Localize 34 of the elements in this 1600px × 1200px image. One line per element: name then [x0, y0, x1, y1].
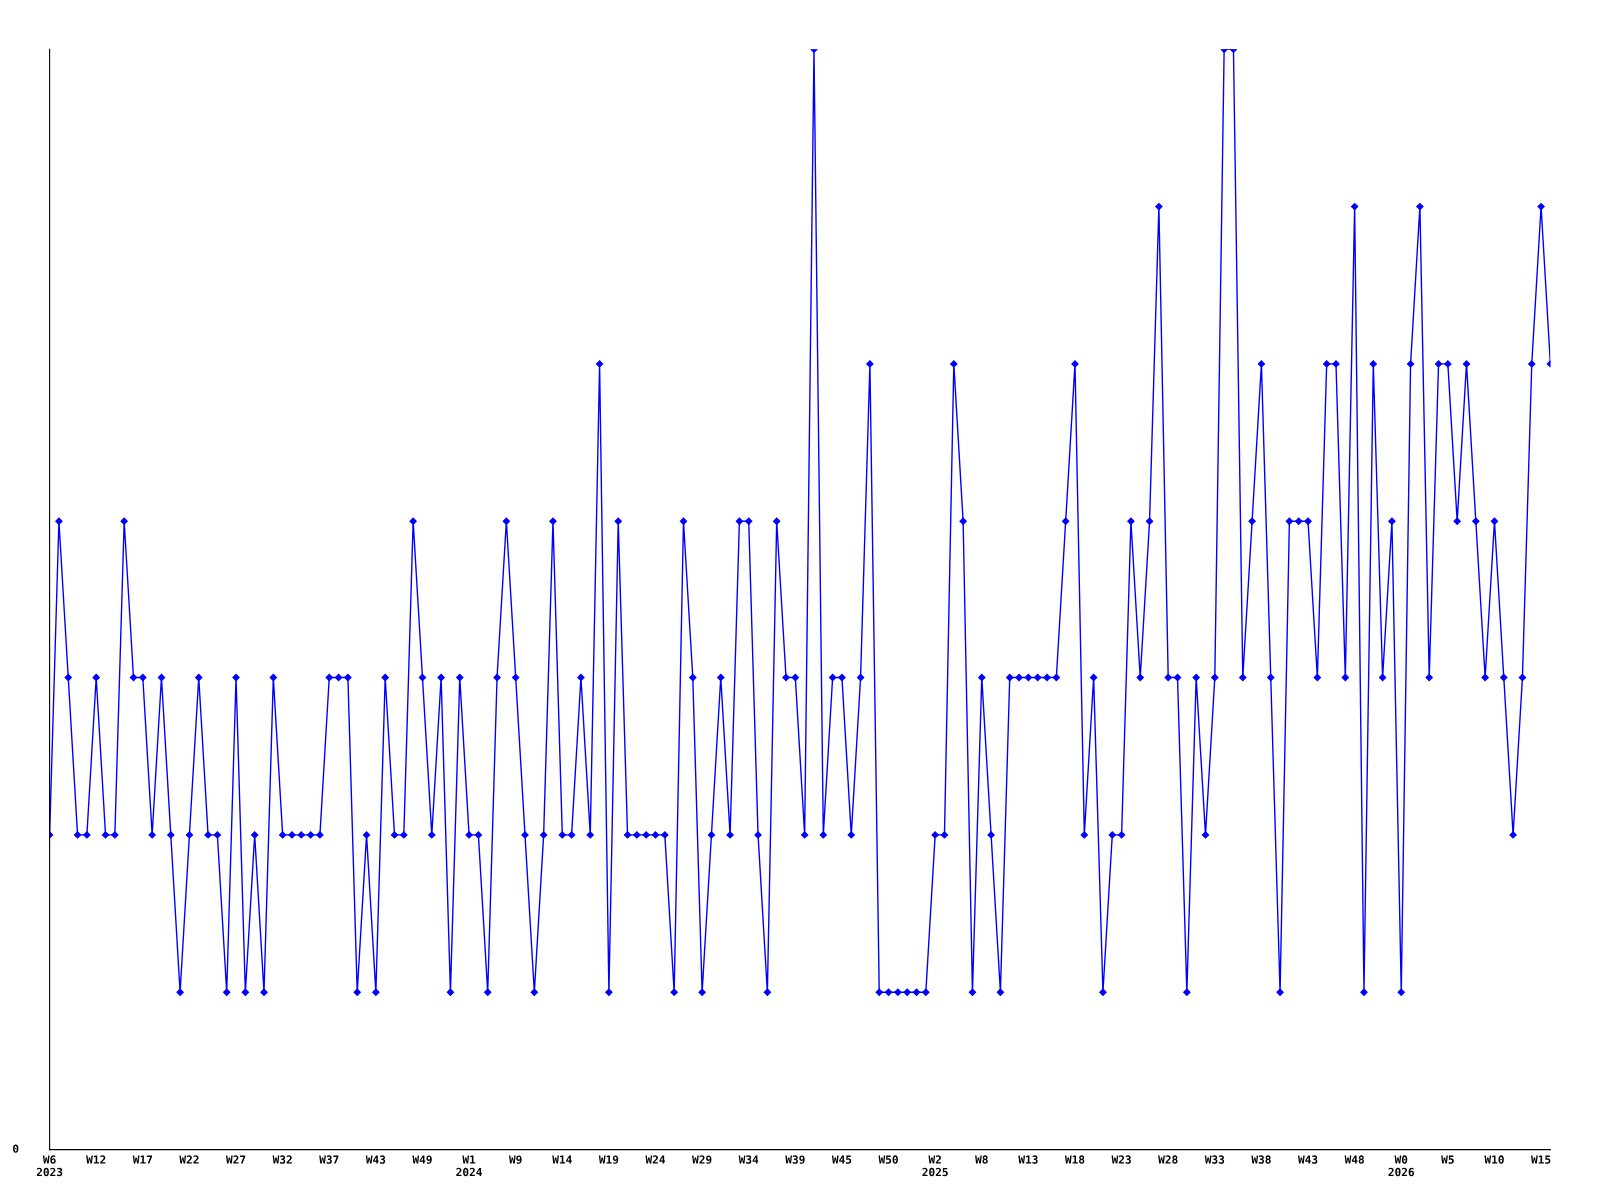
x-tick-label: W14	[552, 1155, 572, 1164]
x-tick-label: W9	[509, 1155, 522, 1164]
x-tick-label: W17	[132, 1155, 153, 1164]
x-tick-label: W19	[598, 1155, 619, 1164]
x-tick-label: W0 2026	[1388, 1155, 1415, 1177]
x-tick-label: W50	[878, 1155, 898, 1164]
x-tick-label: W22	[179, 1155, 199, 1164]
x-tick-label: W8	[975, 1155, 988, 1164]
x-tick-label: W1 2024	[456, 1155, 482, 1177]
x-tick-label: W39	[785, 1155, 805, 1164]
x-tick-label: W28	[1158, 1155, 1178, 1164]
x-tick-label: W18	[1064, 1155, 1085, 1164]
x-tick-label: W43	[365, 1155, 386, 1164]
x-tick-label: W32	[272, 1155, 292, 1164]
x-tick-label: W6 2023	[36, 1155, 63, 1177]
x-tick-label: W49	[412, 1155, 432, 1164]
x-tick-label: W34	[738, 1155, 759, 1164]
x-tick-label: W27	[226, 1155, 246, 1164]
x-tick-label: W2 2025	[922, 1155, 948, 1177]
x-tick-label: W23	[1111, 1155, 1131, 1164]
text: 0	[13, 1144, 19, 1153]
x-tick-label: W38	[1251, 1155, 1271, 1164]
x-tick-label: W5	[1441, 1155, 1454, 1164]
x-tick-label: W13	[1018, 1155, 1038, 1164]
x-tick-label: W15	[1531, 1155, 1551, 1164]
x-tick-label: W33	[1204, 1155, 1225, 1164]
x-tick-label: W29	[692, 1155, 712, 1164]
x-tick-label: W12	[86, 1155, 106, 1164]
x-tick-label: W37	[319, 1155, 339, 1164]
x-tick-label: W43	[1298, 1155, 1318, 1164]
x-tick-label: W45	[831, 1155, 852, 1164]
x-tick-label: W24	[645, 1155, 666, 1164]
x-tick-label: W48	[1344, 1155, 1364, 1164]
x-tick-label: W10	[1484, 1155, 1504, 1164]
